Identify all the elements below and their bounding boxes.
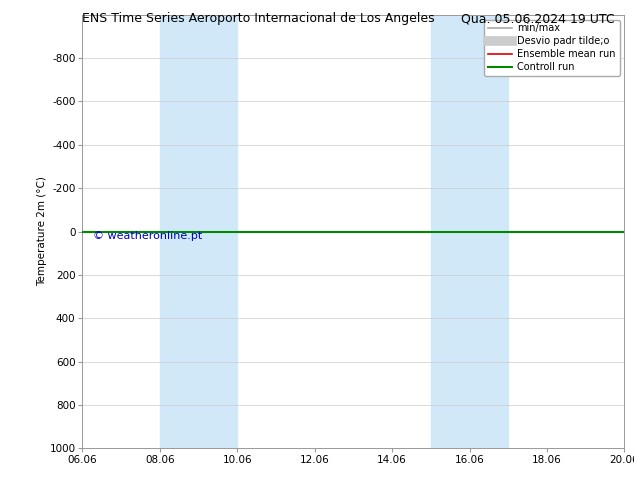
Text: ENS Time Series Aeroporto Internacional de Los Angeles: ENS Time Series Aeroporto Internacional … <box>82 12 435 25</box>
Bar <box>470 15 508 448</box>
Bar <box>431 15 470 448</box>
Bar <box>198 15 237 448</box>
Bar <box>160 15 198 448</box>
Y-axis label: Temperature 2m (°C): Temperature 2m (°C) <box>37 176 46 287</box>
Text: © weatheronline.pt: © weatheronline.pt <box>93 231 202 241</box>
Text: Qua. 05.06.2024 19 UTC: Qua. 05.06.2024 19 UTC <box>462 12 615 25</box>
Legend: min/max, Desvio padr tilde;o, Ensemble mean run, Controll run: min/max, Desvio padr tilde;o, Ensemble m… <box>484 20 619 76</box>
